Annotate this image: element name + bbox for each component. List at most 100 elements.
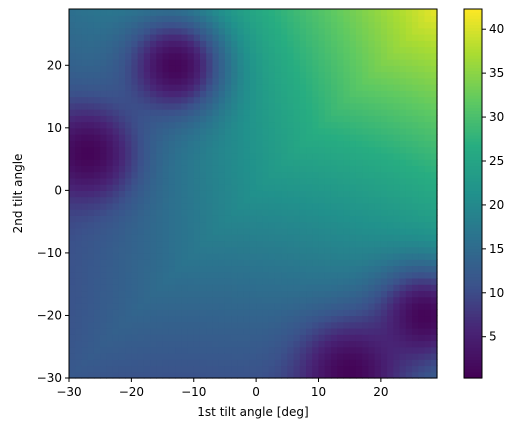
heatmap-cell (168, 121, 176, 129)
heatmap-cell (337, 346, 345, 354)
heatmap-cell (131, 371, 139, 379)
heatmap-cell (418, 209, 426, 216)
heatmap-cell (249, 121, 257, 129)
heatmap-cell (387, 290, 394, 298)
heatmap-cell (75, 277, 83, 285)
heatmap-cell (362, 15, 369, 23)
heatmap-cell (143, 96, 151, 104)
heatmap-cell (281, 352, 288, 360)
heatmap-cell (81, 59, 89, 66)
heatmap-cell (256, 334, 263, 342)
colorbar-segment (464, 304, 482, 308)
heatmap-cell (118, 40, 126, 48)
heatmap-cell (343, 121, 351, 129)
heatmap-cell (368, 290, 376, 298)
heatmap-cell (181, 52, 189, 60)
heatmap-cell (162, 177, 170, 185)
heatmap-cell (274, 90, 282, 98)
colorbar-segment (464, 181, 482, 185)
heatmap-cell (156, 77, 164, 85)
heatmap-cell (143, 190, 151, 198)
heatmap-cell (137, 71, 145, 79)
heatmap-cell (362, 352, 369, 360)
heatmap-cell (75, 290, 83, 298)
heatmap-cell (312, 65, 320, 73)
heatmap-cell (206, 96, 214, 104)
heatmap-cell (193, 246, 201, 254)
heatmap-cell (268, 27, 276, 35)
heatmap-cell (137, 240, 145, 248)
heatmap-cell (412, 265, 419, 273)
heatmap-cell (355, 71, 363, 79)
heatmap-cell (168, 65, 176, 73)
heatmap-cell (243, 21, 251, 29)
heatmap-cell (162, 109, 170, 116)
heatmap-cell (424, 90, 432, 98)
heatmap-cell (399, 21, 407, 29)
heatmap-cell (337, 96, 345, 104)
heatmap-cell (199, 40, 207, 48)
heatmap-cell (318, 234, 326, 242)
heatmap-cell (75, 246, 83, 254)
heatmap-cell (125, 121, 132, 129)
heatmap-cell (175, 65, 182, 73)
heatmap-cell (362, 71, 369, 79)
heatmap-cell (218, 221, 226, 229)
heatmap-cell (187, 146, 195, 154)
heatmap-cell (287, 315, 295, 323)
heatmap-cell (337, 71, 345, 79)
heatmap-cell (355, 359, 363, 367)
heatmap-cell (100, 165, 108, 173)
heatmap-cell (387, 209, 394, 216)
colorbar-segment (464, 55, 482, 59)
heatmap-cell (274, 46, 282, 54)
heatmap-cell (231, 21, 239, 29)
heatmap-cell (256, 352, 263, 360)
heatmap-cell (249, 52, 257, 60)
colorbar-segment (464, 215, 482, 219)
heatmap-cell (387, 27, 394, 35)
heatmap-cell (156, 190, 164, 198)
heatmap-cell (324, 359, 332, 367)
heatmap-cell (256, 84, 263, 91)
heatmap-cell (162, 290, 170, 298)
heatmap-cell (137, 90, 145, 98)
heatmap-cell (243, 109, 251, 116)
heatmap-cell (318, 202, 326, 210)
heatmap-cell (231, 152, 239, 160)
heatmap-cell (274, 21, 282, 29)
heatmap-cell (312, 102, 320, 110)
heatmap-cell (349, 27, 357, 35)
heatmap-cell (231, 184, 239, 191)
heatmap-cell (274, 190, 282, 198)
heatmap-cell (318, 15, 326, 23)
heatmap-cell (249, 115, 257, 123)
heatmap-cell (293, 102, 301, 110)
heatmap-cell (418, 40, 426, 48)
heatmap-cell (125, 327, 132, 335)
heatmap-cell (312, 21, 320, 29)
heatmap-cell (81, 121, 89, 129)
heatmap-cell (187, 46, 195, 54)
heatmap-cell (343, 259, 351, 267)
heatmap-cell (131, 115, 139, 123)
heatmap-cell (249, 277, 257, 285)
heatmap-cell (306, 340, 313, 348)
heatmap-cell (118, 65, 126, 73)
heatmap-cell (212, 27, 220, 35)
heatmap-cell (312, 190, 320, 198)
heatmap-cell (274, 340, 282, 348)
heatmap-cell (125, 115, 132, 123)
heatmap-cell (69, 277, 76, 285)
heatmap-cell (393, 152, 401, 160)
heatmap-cell (268, 84, 276, 91)
heatmap-cell (418, 190, 426, 198)
heatmap-cell (237, 102, 245, 110)
heatmap-cell (243, 46, 251, 54)
heatmap-cell (218, 277, 226, 285)
heatmap-cell (243, 90, 251, 98)
heatmap-cell (181, 177, 189, 185)
heatmap-cell (125, 246, 132, 254)
heatmap-cell (75, 59, 83, 66)
heatmap-cell (81, 159, 89, 166)
